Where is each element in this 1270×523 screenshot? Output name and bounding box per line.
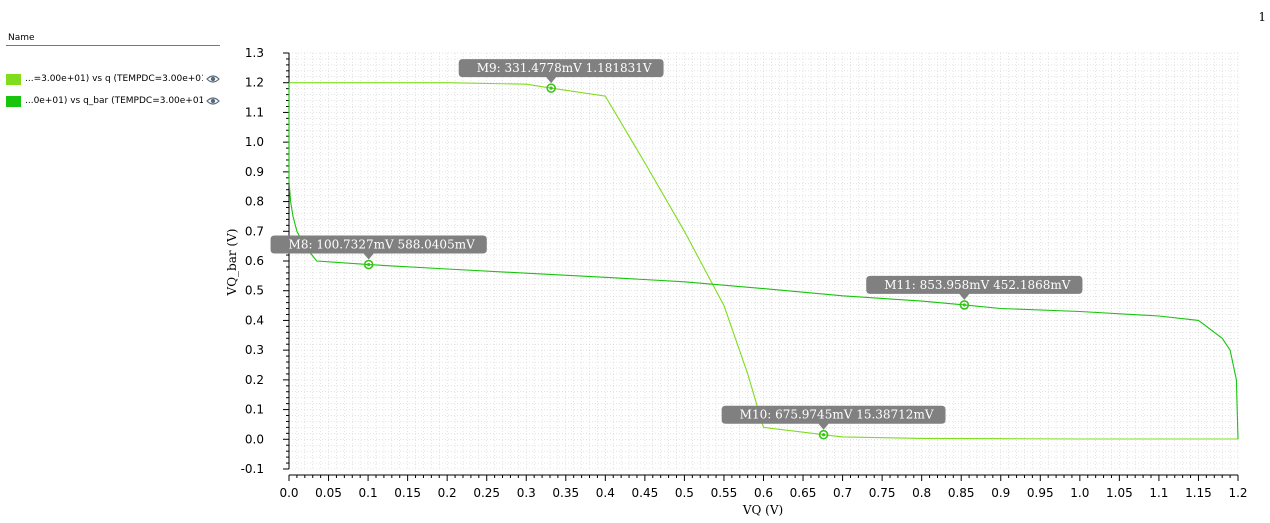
axes: 0.0 0.05 0.1 0.15 0.2 0.25 0.3 0.35 0.4 0.45 0.5 0.… bbox=[241, 46, 1248, 500]
marker-callout bbox=[866, 275, 1083, 300]
series-line-2[interactable] bbox=[288, 82, 1239, 440]
marker-callout bbox=[721, 405, 946, 430]
marker-2[interactable]: M9: 331.4778mV 1.181831V bbox=[458, 59, 664, 93]
x-tick-label: 1.15 bbox=[1185, 486, 1212, 500]
marker-label: M8: 100.7327mV 588.0405mV bbox=[289, 238, 476, 252]
x-tick-label: 0.2 bbox=[438, 486, 457, 500]
y-tick-label: 0.6 bbox=[245, 254, 264, 268]
y-tick-label: 0.5 bbox=[245, 284, 264, 298]
x-tick-label: 0.45 bbox=[632, 486, 659, 500]
x-tick-label: 0.85 bbox=[948, 486, 975, 500]
x-tick-label: 0.9 bbox=[991, 486, 1010, 500]
marker-callout bbox=[458, 59, 664, 84]
x-tick-label: 1.0 bbox=[1070, 486, 1089, 500]
legend-swatch-q-bar bbox=[6, 95, 21, 107]
y-tick-label: -0.1 bbox=[241, 462, 264, 476]
y-tick-label: 0.2 bbox=[245, 373, 264, 387]
marker-point bbox=[818, 429, 829, 440]
markers-group: M8: 100.7327mV 588.0405mV M9: 331.4778mV … bbox=[270, 59, 1083, 440]
x-tick-label: 0.3 bbox=[517, 486, 536, 500]
page-number: 1 bbox=[1258, 10, 1266, 24]
marker-callout bbox=[270, 235, 487, 260]
y-tick-label: 0.3 bbox=[245, 343, 264, 357]
x-axis-label: VQ (V) bbox=[742, 503, 783, 517]
x-tick-label: 0.55 bbox=[711, 486, 738, 500]
marker-point-center bbox=[962, 303, 966, 307]
marker-label: M11: 853.958mV 452.1868mV bbox=[884, 278, 1071, 292]
y-tick-label: 1.2 bbox=[245, 76, 264, 90]
marker-point bbox=[363, 259, 374, 270]
marker-3[interactable]: M10: 675.9745mV 15.38712mV bbox=[721, 405, 946, 440]
y-tick-label: 0.4 bbox=[245, 313, 264, 327]
legend-label-q-bar: ...0e+01) vs q_bar (TEMPDC=3.00e+01) bbox=[25, 96, 203, 106]
y-axis-label: VQ_bar (V) bbox=[225, 229, 239, 297]
marker-label: M10: 675.9745mV 15.38712mV bbox=[740, 408, 934, 422]
x-tick-label: 0.65 bbox=[790, 486, 817, 500]
marker-4[interactable]: M11: 853.958mV 452.1868mV bbox=[866, 275, 1083, 310]
x-tick-label: 0.6 bbox=[754, 486, 773, 500]
legend-entry-q-bar[interactable]: ...0e+01) vs q_bar (TEMPDC=3.00e+01) bbox=[6, 94, 220, 108]
marker-point bbox=[546, 83, 556, 93]
eye-icon[interactable] bbox=[206, 96, 220, 106]
y-tick-label: 0.7 bbox=[245, 224, 264, 238]
marker-point-center bbox=[821, 433, 826, 437]
eye-icon[interactable] bbox=[206, 74, 220, 84]
legend-swatch-q bbox=[6, 73, 21, 85]
x-tick-label: 0.05 bbox=[315, 486, 342, 500]
y-tick-label: 1.0 bbox=[245, 135, 264, 149]
y-tick-label: 0.1 bbox=[245, 403, 264, 417]
series-group bbox=[288, 82, 1239, 440]
x-tick-label: 1.05 bbox=[1106, 486, 1133, 500]
x-tick-label: 1.1 bbox=[1149, 486, 1168, 500]
x-tick-label: 0.75 bbox=[869, 486, 896, 500]
marker-point-center bbox=[549, 86, 553, 90]
legend-panel: Name ...=3.00e+01) vs q (TEMPDC=3.00e+01… bbox=[6, 32, 220, 116]
legend-entry-q[interactable]: ...=3.00e+01) vs q (TEMPDC=3.00e+01) bbox=[6, 72, 220, 86]
x-tick-label: 0.7 bbox=[833, 486, 852, 500]
y-tick-label: 1.1 bbox=[245, 105, 264, 119]
y-tick-label: 1.3 bbox=[245, 46, 264, 60]
grid bbox=[288, 52, 1239, 470]
x-tick-label: 0.8 bbox=[912, 486, 931, 500]
x-tick-label: 0.25 bbox=[473, 486, 500, 500]
x-tick-label: 1.2 bbox=[1228, 486, 1247, 500]
legend-label-q: ...=3.00e+01) vs q (TEMPDC=3.00e+01) bbox=[25, 74, 203, 84]
y-tick-label: 0.0 bbox=[245, 432, 264, 446]
x-tick-label: 0.5 bbox=[675, 486, 694, 500]
y-tick-label: 0.8 bbox=[245, 195, 264, 209]
marker-point-center bbox=[367, 262, 371, 267]
marker-point bbox=[959, 300, 970, 310]
marker-label: M9: 331.4778mV 1.181831V bbox=[477, 61, 652, 75]
series-line-1[interactable] bbox=[289, 82, 1238, 440]
x-tick-label: 0.15 bbox=[394, 486, 421, 500]
x-tick-label: 0.0 bbox=[279, 486, 298, 500]
x-tick-label: 0.1 bbox=[359, 486, 378, 500]
x-tick-label: 0.4 bbox=[596, 486, 615, 500]
marker-1[interactable]: M8: 100.7327mV 588.0405mV bbox=[270, 235, 487, 270]
legend-name-header[interactable]: Name bbox=[6, 32, 220, 46]
x-tick-label: 0.95 bbox=[1027, 486, 1054, 500]
y-tick-label: 0.9 bbox=[245, 165, 264, 179]
x-tick-label: 0.35 bbox=[552, 486, 579, 500]
